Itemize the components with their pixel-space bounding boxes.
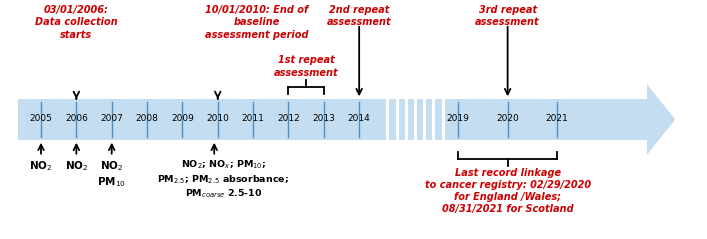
Polygon shape xyxy=(647,84,675,155)
Text: Last record linkage
to cancer registry: 02/29/2020
for England /Wales;
08/31/202: Last record linkage to cancer registry: … xyxy=(425,168,590,214)
Text: 2nd repeat
assessment: 2nd repeat assessment xyxy=(327,5,392,27)
Text: NO$_2$
PM$_{10}$: NO$_2$ PM$_{10}$ xyxy=(98,159,126,189)
Text: 3rd repeat
assessment: 3rd repeat assessment xyxy=(475,5,540,27)
Text: 2019: 2019 xyxy=(447,114,469,123)
Bar xyxy=(18,99,647,140)
Text: 2008: 2008 xyxy=(136,114,158,123)
Text: 2014: 2014 xyxy=(348,114,370,123)
Text: NO$_2$; NO$_x$; PM$_{10}$;
PM$_{2.5}$; PM$_{2.5}$ absorbance;
PM$_{coarse}$ 2.5-: NO$_2$; NO$_x$; PM$_{10}$; PM$_{2.5}$; P… xyxy=(158,159,289,200)
Text: 2009: 2009 xyxy=(171,114,194,123)
Text: 2021: 2021 xyxy=(546,114,568,123)
Text: 2005: 2005 xyxy=(30,114,52,123)
Text: 2011: 2011 xyxy=(242,114,264,123)
Text: 2013: 2013 xyxy=(312,114,335,123)
Text: 1st repeat
assessment: 1st repeat assessment xyxy=(274,55,339,78)
Text: 2012: 2012 xyxy=(277,114,300,123)
Text: 03/01/2006:
Data collection
starts: 03/01/2006: Data collection starts xyxy=(35,5,118,40)
Text: 2020: 2020 xyxy=(496,114,519,123)
Text: 2010: 2010 xyxy=(206,114,229,123)
Text: 2006: 2006 xyxy=(65,114,88,123)
Text: NO$_2$: NO$_2$ xyxy=(64,159,88,173)
Text: NO$_2$: NO$_2$ xyxy=(29,159,53,173)
Text: 2007: 2007 xyxy=(100,114,123,123)
Text: 10/01/2010: End of
baseline
assessment period: 10/01/2010: End of baseline assessment p… xyxy=(205,5,308,40)
